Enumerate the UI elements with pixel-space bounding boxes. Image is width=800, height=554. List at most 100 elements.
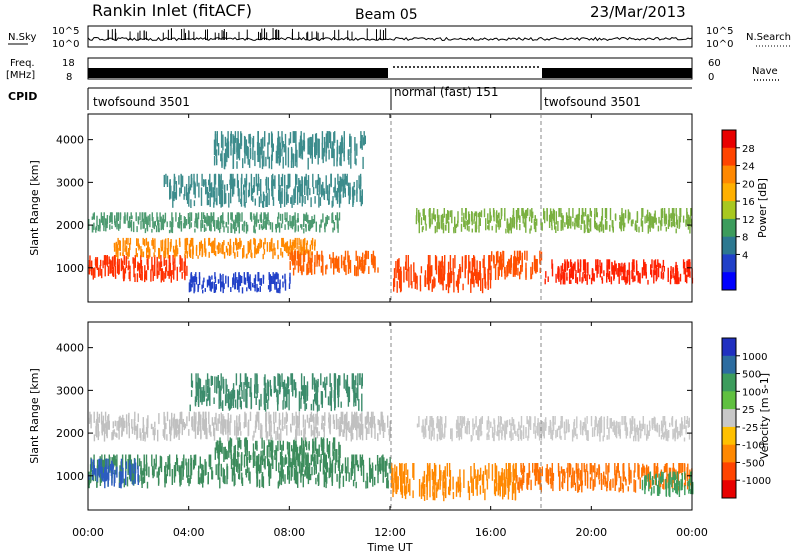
data-band-5: [390, 463, 517, 502]
x-tick-label: 00:00: [676, 526, 708, 539]
nave-label: Nave: [752, 66, 778, 77]
data-band-7: [491, 250, 543, 280]
colorbar-swatch: [722, 201, 736, 220]
colorbar-swatch: [722, 130, 736, 149]
freq-bar-segment-3: [542, 68, 692, 78]
x-axis-ticks: 00:00 04:00 08:00 12:00 16:00 20:00 00:00: [72, 114, 708, 539]
freq-bar-segment-1: [88, 68, 388, 78]
colorbar-tick-label: 8: [742, 233, 748, 244]
data-band-7: [416, 416, 691, 442]
colorbar-swatch: [722, 480, 736, 499]
power-data: [88, 131, 694, 294]
colorbar-swatch: [722, 338, 736, 357]
y-tick-label: 2000: [56, 427, 84, 440]
cpid-panel: CPID twofsound 3501 normal (fast) 151 tw…: [8, 85, 692, 110]
x-tick-label: 16:00: [475, 526, 507, 539]
data-band-5: [289, 250, 379, 277]
cpid-segment-3: twofsound 3501: [544, 95, 641, 109]
y-tick-label: 1000: [56, 470, 84, 483]
noise-left-tick-top: 10^5: [52, 26, 79, 37]
colorbar-swatch: [722, 218, 736, 238]
colorbar-swatch: [722, 444, 736, 463]
power-colorbar-label: Power [dB]: [756, 178, 769, 238]
data-band-4: [88, 458, 139, 489]
colorbar-swatch: [722, 272, 736, 291]
power-colorbar: 28 24 20 16 12 8 4: [721, 129, 755, 291]
velocity-colorbar-label: Velocity [m s-1]: [758, 373, 771, 459]
x-tick-label: 12:00: [374, 526, 406, 539]
colorbar-tick-label: -100: [742, 441, 765, 452]
data-band-8: [544, 259, 694, 285]
noise-left-tick-bottom: 10^0: [52, 39, 79, 50]
data-band-4: [213, 131, 366, 170]
freq-tick-bottom: 8: [66, 72, 72, 83]
y-tick-label: 4000: [56, 134, 84, 147]
colorbar-tick-label: 28: [742, 144, 755, 155]
colorbar-swatch: [722, 462, 736, 481]
y-tick-label: 3000: [56, 384, 84, 397]
noise-right-tick-top: 10^5: [706, 26, 733, 37]
colorbar-tick-label: 24: [742, 162, 755, 173]
y-tick-label: 2000: [56, 219, 84, 232]
y-tick-label: 4000: [56, 342, 84, 355]
data-band-8: [641, 471, 694, 498]
freq-panel: Freq. [MHz] 18 8 60 0 Nave: [6, 57, 780, 83]
colorbar-swatch: [722, 183, 736, 202]
colorbar-tick-label: -1000: [742, 476, 771, 487]
power-y-axis-label: Slant Range [km]: [28, 160, 41, 256]
data-band-2: [88, 212, 341, 234]
colorbar-swatch: [722, 147, 736, 167]
data-band-1: [113, 237, 316, 260]
x-tick-label: 08:00: [273, 526, 305, 539]
data-band-10: [188, 272, 291, 294]
data-band-1: [214, 437, 341, 468]
date-label: 23/Mar/2013: [590, 3, 686, 21]
velocity-panel: 1000 2000 3000 4000 Slant Range [km] 1000 50…: [28, 321, 771, 511]
velocity-data: [88, 373, 694, 502]
noise-line: [87, 36, 693, 42]
beam-label: Beam 05: [355, 7, 418, 23]
cpid-label: CPID: [8, 90, 37, 103]
colorbar-swatch: [722, 355, 736, 375]
x-tick-label: 04:00: [173, 526, 205, 539]
noise-left-label: N.Sky: [8, 32, 36, 43]
colorbar-tick-label: 1000: [742, 352, 767, 363]
y-tick-label: 3000: [56, 176, 84, 189]
noise-right-tick-bottom: 10^0: [706, 39, 733, 50]
data-band-0: [88, 454, 391, 489]
freq-tick-top: 18: [62, 58, 75, 69]
colorbar-tick-label: 500: [742, 370, 761, 381]
power-panel: 1000 2000 3000 4000 Slant Range [km] 28 24 20…: [28, 113, 769, 303]
colorbar-swatch: [722, 254, 736, 273]
colorbar-swatch: [722, 391, 736, 410]
colorbar-tick-label: -500: [742, 458, 765, 469]
data-band-2: [88, 411, 391, 442]
y-tick-label: 1000: [56, 262, 84, 275]
velocity-colorbar: 1000 500 100 25 -25 -100 -500 -1000: [721, 337, 771, 499]
colorbar-swatch: [722, 236, 736, 255]
noise-right-label: N.Search: [746, 32, 791, 43]
colorbar-swatch: [722, 409, 736, 428]
colorbar-tick-label: 100: [742, 387, 761, 398]
x-tick-label: 20:00: [575, 526, 607, 539]
colorbar-tick-label: 16: [742, 197, 755, 208]
colorbar-tick-label: 4: [742, 250, 748, 261]
freq-label-line2: [MHz]: [6, 70, 35, 81]
power-y-ticks: 1000 2000 3000 4000: [56, 134, 692, 275]
x-tick-label: 00:00: [72, 526, 104, 539]
colorbar-tick-label: 20: [742, 179, 755, 190]
colorbar-tick-label: 12: [742, 215, 755, 226]
colorbar-tick-label: -25: [742, 423, 758, 434]
data-band-3: [163, 173, 363, 208]
freq-label-line1: Freq.: [10, 58, 35, 69]
colorbar-tick-label: 25: [742, 405, 755, 416]
colorbar-swatch: [722, 373, 736, 392]
nave-tick-top: 60: [708, 58, 721, 69]
data-band-3: [189, 373, 363, 412]
data-band-0: [88, 255, 188, 283]
nave-tick-bottom: 0: [708, 72, 714, 83]
x-axis-label: Time UT: [366, 541, 412, 554]
cpid-segment-2: normal (fast) 151: [394, 85, 498, 99]
cpid-segment-1: twofsound 3501: [93, 95, 190, 109]
